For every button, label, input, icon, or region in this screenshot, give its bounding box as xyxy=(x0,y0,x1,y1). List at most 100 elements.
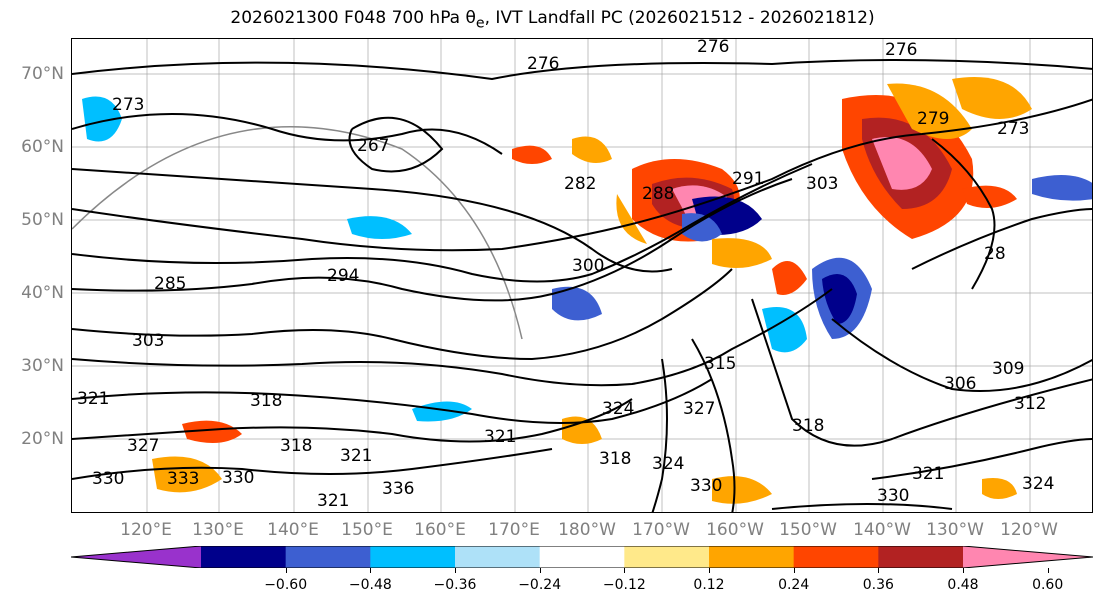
lat-label-30n: 30°N xyxy=(21,356,64,376)
contour-label: 330 xyxy=(877,486,909,506)
colorbar-tick-mark xyxy=(709,568,710,573)
lat-label-70n: 70°N xyxy=(21,64,64,84)
colorbar-segment xyxy=(878,546,964,568)
lat-label-50n: 50°N xyxy=(21,210,64,230)
colorbar-tick-mark xyxy=(1047,568,1049,573)
contour-label: 318 xyxy=(792,416,824,436)
colorbar-tick-label: −0.24 xyxy=(518,577,562,593)
contour-label: 294 xyxy=(327,266,359,286)
contour-label: 300 xyxy=(572,256,604,276)
contour-label: 306 xyxy=(944,374,976,394)
contour-label: 267 xyxy=(357,136,389,156)
contour-label: 276 xyxy=(885,40,917,60)
lon-label-170e: 170°E xyxy=(488,520,540,540)
map-title: 2026021300 F048 700 hPa θe, IVT Landfall… xyxy=(0,8,1105,31)
contour-label: 315 xyxy=(704,354,736,374)
lon-label-160w: 160°W xyxy=(706,520,764,540)
colorbar-tick-label: 0.24 xyxy=(778,577,810,593)
lon-label-150e: 150°E xyxy=(341,520,393,540)
contour-label: 324 xyxy=(1022,474,1054,494)
contour-label: 312 xyxy=(1014,394,1046,414)
colorbar-segment xyxy=(709,546,795,568)
colorbar-tick-label: −0.60 xyxy=(264,577,308,593)
lon-label-120e: 120°E xyxy=(120,520,172,540)
contour-label: 321 xyxy=(484,427,516,447)
contour-label: 288 xyxy=(642,184,674,204)
contour-label: 327 xyxy=(683,399,715,419)
contour-label: 273 xyxy=(112,95,144,115)
lon-label-150w: 150°W xyxy=(779,520,837,540)
colorbar-extend-low xyxy=(71,546,201,568)
colorbar-tick-mark xyxy=(285,568,287,573)
contour-label: 282 xyxy=(564,174,596,194)
contour-label: 318 xyxy=(250,391,282,411)
lon-label-160e: 160°E xyxy=(414,520,466,540)
contour-label: 276 xyxy=(697,39,729,57)
map-canvas: 276 276 276 273 273 267 279 282 288 291 … xyxy=(72,39,1092,512)
contour-label: 318 xyxy=(280,436,312,456)
map-panel: 276 276 276 273 273 267 279 282 288 291 … xyxy=(71,38,1093,513)
colorbar-segment xyxy=(624,546,710,568)
colorbar-tick-label: −0.36 xyxy=(433,577,477,593)
contour-label: 333 xyxy=(167,469,199,489)
contour-label: 324 xyxy=(652,454,684,474)
contour-label: 285 xyxy=(154,274,186,294)
theta-e-contours xyxy=(72,59,1092,512)
contour-label: 291 xyxy=(732,169,764,189)
contour-label: 28 xyxy=(984,244,1006,264)
contour-label: 309 xyxy=(992,359,1024,379)
lat-label-40n: 40°N xyxy=(21,283,64,303)
colorbar-tick-label: 0.60 xyxy=(1032,577,1064,593)
contour-labels: 276 276 276 273 273 267 279 282 288 291 … xyxy=(77,39,1054,511)
contour-label: 327 xyxy=(127,436,159,456)
contour-label: 330 xyxy=(92,469,124,489)
contour-label: 336 xyxy=(382,479,414,499)
colorbar-tick-mark xyxy=(539,568,541,573)
colorbar-segment xyxy=(285,546,371,568)
title-period: , IVT Landfall PC (2026021512 - 20260218… xyxy=(484,8,875,28)
lat-label-20n: 20°N xyxy=(21,429,64,449)
lon-label-130w: 130°W xyxy=(926,520,984,540)
range-circle xyxy=(72,126,523,340)
contour-label: 321 xyxy=(912,464,944,484)
contour-label: 321 xyxy=(77,389,109,409)
title-main: 2026021300 F048 700 hPa θ xyxy=(230,8,476,28)
contour-label: 321 xyxy=(317,491,349,511)
colorbar-tick-mark xyxy=(878,568,880,573)
colorbar-segment xyxy=(201,546,287,568)
contour-label: 324 xyxy=(602,399,634,419)
lon-label-120w: 120°W xyxy=(1000,520,1058,540)
lon-label-180w: 180°W xyxy=(558,520,616,540)
contour-label: 330 xyxy=(222,468,254,488)
contour-label: 276 xyxy=(527,54,559,74)
colorbar-tick-label: 0.12 xyxy=(693,577,725,593)
colorbar-segment xyxy=(455,546,541,568)
colorbar-tick-mark xyxy=(370,568,372,573)
colorbar-segments xyxy=(71,546,1093,568)
contour-label: 321 xyxy=(340,446,372,466)
colorbar-segment xyxy=(793,546,879,568)
lon-label-140w: 140°W xyxy=(853,520,911,540)
colorbar-segment xyxy=(370,546,456,568)
colorbar-tick-mark xyxy=(624,568,626,573)
colorbar-segment xyxy=(539,546,625,568)
lon-label-140e: 140°E xyxy=(267,520,319,540)
colorbar-tick-label: −0.48 xyxy=(348,577,392,593)
colorbar-tick-label: 0.48 xyxy=(947,577,979,593)
contour-label: 330 xyxy=(690,476,722,496)
colorbar-tick-mark xyxy=(793,568,795,573)
colorbar-extend-high xyxy=(963,546,1093,568)
colorbar-tick-mark xyxy=(455,568,456,573)
lat-label-60n: 60°N xyxy=(21,137,64,157)
contour-label: 303 xyxy=(806,174,838,194)
contour-label: 273 xyxy=(997,119,1029,139)
contour-label: 303 xyxy=(132,331,164,351)
title-subscript: e xyxy=(475,15,485,32)
contour-label: 279 xyxy=(917,109,949,129)
colorbar-tick-label: 0.36 xyxy=(862,577,894,593)
lon-label-170w: 170°W xyxy=(632,520,690,540)
colorbar-tick-label: −0.12 xyxy=(602,577,646,593)
colorbar-tick-mark xyxy=(963,568,964,573)
lon-label-130e: 130°E xyxy=(192,520,244,540)
colorbar xyxy=(71,546,1093,568)
